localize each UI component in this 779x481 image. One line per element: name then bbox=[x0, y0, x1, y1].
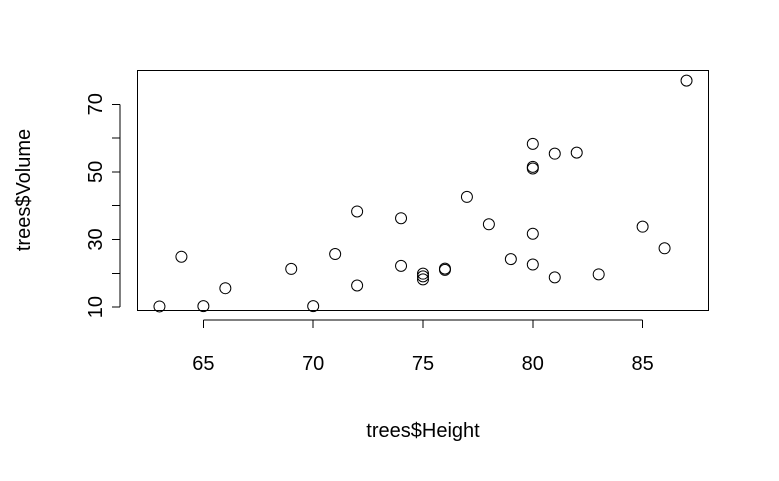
data-point bbox=[307, 300, 320, 313]
data-point bbox=[526, 162, 539, 175]
data-point bbox=[417, 267, 429, 280]
data-point bbox=[526, 227, 539, 240]
y-tick-label: 10 bbox=[85, 296, 107, 318]
y-tick-label: 50 bbox=[85, 161, 107, 183]
data-point bbox=[351, 279, 364, 292]
x-tick-label: 75 bbox=[412, 353, 434, 375]
data-point bbox=[460, 190, 473, 203]
data-point bbox=[417, 270, 429, 283]
data-point bbox=[285, 262, 298, 275]
data-point bbox=[504, 253, 517, 266]
data-point bbox=[351, 205, 364, 218]
data-point bbox=[526, 258, 539, 271]
data-point bbox=[395, 212, 408, 225]
x-axis-title: trees$Height bbox=[366, 420, 480, 442]
y-tick-label: 30 bbox=[85, 228, 107, 250]
x-axis: 65 70 75 80 85 bbox=[192, 319, 654, 375]
data-point bbox=[658, 242, 671, 255]
data-point bbox=[417, 273, 429, 286]
data-point bbox=[329, 248, 342, 261]
data-point bbox=[570, 146, 583, 159]
y-axis-title: trees$Volume bbox=[13, 129, 35, 251]
x-tick-label: 80 bbox=[522, 353, 544, 375]
data-point bbox=[197, 300, 210, 313]
data-point bbox=[175, 250, 188, 263]
data-points bbox=[153, 74, 693, 313]
data-point bbox=[526, 137, 539, 150]
data-point bbox=[219, 282, 232, 295]
data-point bbox=[592, 268, 605, 281]
x-tick-label: 65 bbox=[192, 353, 214, 375]
x-tick-label: 85 bbox=[631, 353, 653, 375]
data-point bbox=[636, 220, 649, 233]
data-point bbox=[548, 147, 561, 160]
plot-frame bbox=[137, 70, 709, 311]
data-point bbox=[153, 300, 166, 313]
y-tick-label: 70 bbox=[85, 93, 107, 115]
y-axis: 10 30 50 70 bbox=[85, 93, 121, 318]
x-tick-label: 70 bbox=[302, 353, 324, 375]
data-point bbox=[395, 259, 408, 272]
data-point bbox=[438, 262, 451, 275]
data-point bbox=[482, 218, 495, 231]
data-point bbox=[680, 74, 693, 87]
data-point bbox=[548, 271, 561, 284]
